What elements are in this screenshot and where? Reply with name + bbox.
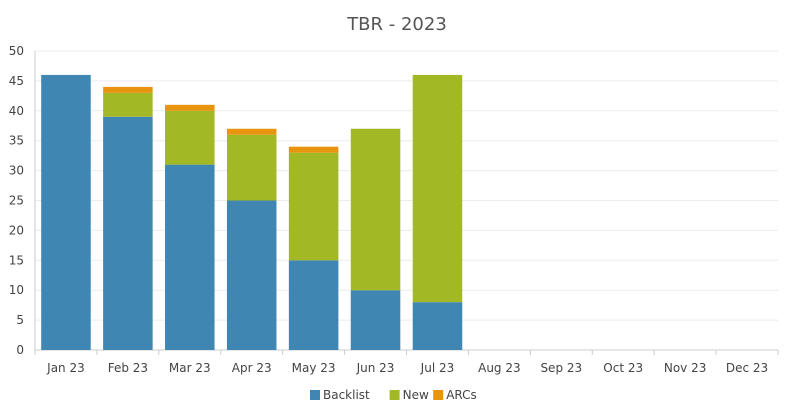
y-tick-label: 40 (9, 104, 24, 118)
x-tick-label: Jul 23 (420, 361, 455, 375)
y-tick-label: 5 (16, 313, 24, 327)
legend: Backlist New ARCs (310, 388, 477, 402)
x-tick-label: Mar 23 (169, 361, 211, 375)
bar-new-jun-23 (350, 128, 401, 291)
x-tick-label: Nov 23 (664, 361, 707, 375)
bar-new-jul-23 (412, 74, 463, 303)
x-axis: Jan 23 Feb 23 Mar 23 Apr 23 May 23 Jun 23 Jul … (34, 350, 779, 375)
y-axis: 0 5 10 15 20 25 30 35 40 45 50 (9, 44, 36, 357)
bar-new-mar-23 (165, 110, 215, 165)
x-tick-label: May 23 (292, 361, 336, 375)
x-tick-label: Jan 23 (46, 361, 85, 375)
legend-swatch-arcs (433, 390, 444, 400)
bar-new-may-23 (288, 152, 339, 261)
bar-arcs-mar-23 (165, 104, 215, 111)
chart-title: TBR - 2023 (346, 14, 447, 35)
legend-label-new: New (403, 388, 429, 402)
bar-backlist-feb-23 (103, 116, 153, 350)
bar-new-apr-23 (226, 134, 277, 201)
bar-arcs-apr-23 (226, 128, 277, 135)
y-tick-label: 20 (9, 223, 24, 237)
legend-label-backlist: Backlist (323, 388, 370, 402)
x-tick-label: Oct 23 (603, 361, 643, 375)
y-tick-label: 45 (9, 74, 24, 88)
gridlines (35, 50, 778, 351)
bar-backlist-apr-23 (226, 200, 277, 350)
y-tick-label: 50 (9, 44, 24, 58)
x-tick-label: Apr 23 (232, 361, 272, 375)
y-tick-label: 10 (9, 283, 24, 297)
bar-backlist-mar-23 (165, 164, 215, 350)
bar-arcs-feb-23 (103, 86, 153, 93)
legend-swatch-new (389, 390, 400, 400)
bar-new-feb-23 (103, 92, 153, 117)
bar-backlist-jul-23 (412, 302, 463, 350)
bar-arcs-may-23 (288, 146, 339, 153)
y-tick-label: 0 (16, 343, 24, 357)
legend-label-arcs: ARCs (446, 388, 477, 402)
bar-backlist-jan-23 (41, 74, 91, 351)
x-tick-label: Dec 23 (726, 361, 768, 375)
bars (41, 74, 463, 351)
x-tick-label: Sep 23 (540, 361, 582, 375)
bar-backlist-jun-23 (350, 290, 401, 350)
y-tick-label: 25 (9, 194, 24, 208)
y-tick-label: 30 (9, 164, 24, 178)
y-tick-label: 35 (9, 134, 24, 148)
y-tick-label: 15 (9, 253, 24, 267)
legend-swatch-backlist (310, 390, 320, 400)
x-tick-label: Aug 23 (478, 361, 521, 375)
bar-backlist-may-23 (288, 260, 339, 350)
x-tick-label: Jun 23 (356, 361, 395, 375)
x-tick-label: Feb 23 (108, 361, 148, 375)
